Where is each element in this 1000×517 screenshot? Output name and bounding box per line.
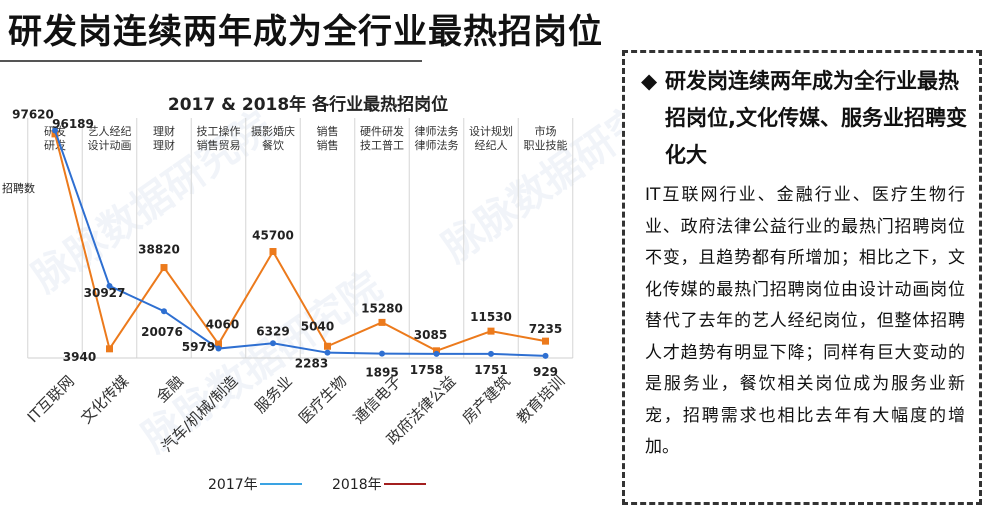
summary-body: IT互联网行业、金融行业、医疗生物行业、政府法律公益行业的最热门招聘岗位不变，且… — [645, 185, 965, 457]
data-label-2017: 929 — [533, 365, 558, 379]
data-label-2017: 97620 — [12, 108, 54, 122]
job-label-2017: 艺人经纪 — [88, 125, 132, 138]
data-label-2018: 38820 — [138, 243, 180, 257]
x-tick-label: IT互联网 — [24, 372, 78, 426]
job-label-2018: 理财 — [153, 138, 175, 152]
data-label-2017: 6329 — [256, 324, 289, 338]
data-label-2018: 7235 — [529, 322, 562, 336]
data-point-2018 — [215, 340, 222, 348]
data-point-2018 — [378, 318, 386, 326]
line-chart: 2017 & 2018年 各行业最热招岗位招聘数研发研发艺人经纪设计动画理财理财… — [2, 94, 574, 493]
job-label-2018: 餐饮 — [262, 138, 284, 152]
data-label-2017: 1751 — [474, 363, 507, 377]
job-label-2017: 理财 — [153, 124, 175, 138]
data-label-2017: 20076 — [141, 325, 183, 339]
data-point-2018 — [433, 347, 440, 355]
data-point-2018 — [542, 337, 549, 345]
job-label-2017: 设计规划 — [469, 124, 513, 138]
summary-panel: ◆ 研发岗连续两年成为全行业最热招岗位,文化传媒、服务业招聘变化大 IT互联网行业… — [622, 50, 982, 505]
data-point-2017 — [433, 350, 440, 357]
job-label-2018: 技工普工 — [360, 138, 404, 152]
data-point-2017 — [161, 308, 167, 315]
data-point-2017 — [488, 350, 494, 357]
job-label-2017: 律师法务 — [415, 124, 459, 138]
summary-heading-text: 研发岗连续两年成为全行业最热招岗位,文化传媒、服务业招聘变化大 — [665, 69, 967, 167]
data-point-2017 — [542, 352, 549, 359]
data-point-2017 — [379, 350, 385, 357]
data-point-2018 — [324, 342, 331, 350]
job-label-2017: 销售 — [317, 124, 339, 138]
data-point-2018 — [106, 345, 113, 353]
summary-heading: ◆ 研发岗连续两年成为全行业最热招岗位,文化传媒、服务业招聘变化大 — [641, 63, 971, 174]
job-label-2018: 职业技能 — [524, 138, 568, 152]
data-label-2017: 1895 — [365, 366, 398, 380]
job-label-2018: 销售贸易 — [197, 138, 241, 152]
diamond-bullet-icon: ◆ — [641, 69, 658, 93]
x-tick-label: 文化传媒 — [77, 372, 132, 427]
data-point-2017 — [215, 345, 222, 352]
data-point-2017 — [324, 349, 331, 356]
legend-label-2017: 2017年 — [208, 477, 258, 493]
data-label-2018: 5979 — [182, 340, 215, 354]
x-tick-label: 通信电子 — [350, 372, 405, 427]
data-point-2017 — [270, 340, 276, 347]
title-divider — [0, 60, 422, 62]
data-point-2018 — [160, 264, 168, 272]
data-point-2018 — [487, 327, 495, 335]
data-label-2017: 4060 — [206, 318, 239, 332]
x-tick-label: 金融 — [153, 372, 187, 406]
data-label-2018: 45700 — [252, 229, 294, 243]
data-label-2018: 5040 — [301, 319, 334, 333]
x-tick-label: 教育培训 — [513, 372, 568, 427]
data-label-2018: 96189 — [52, 117, 94, 131]
job-label-2017: 市场 — [535, 124, 557, 138]
job-label-2017: 技工操作 — [197, 124, 241, 138]
data-label-2018: 11530 — [470, 310, 512, 324]
x-tick-label: 医疗生物 — [295, 372, 350, 427]
series-line-2017 — [54, 130, 546, 357]
data-label-2017: 2283 — [295, 357, 328, 371]
job-label-2018: 设计动画 — [88, 139, 132, 152]
job-label-2017: 硬件研发 — [360, 124, 404, 138]
data-label-2017: 1758 — [410, 363, 443, 377]
data-label-2018: 3940 — [63, 350, 96, 364]
data-label-2018: 15280 — [361, 301, 403, 315]
job-label-2018: 律师法务 — [415, 138, 459, 152]
chart-title: 2017 & 2018年 各行业最热招岗位 — [168, 94, 448, 115]
data-label-2017: 30927 — [84, 286, 126, 300]
data-point-2018 — [269, 248, 277, 256]
x-tick-label: 房产建筑 — [459, 372, 514, 427]
data-point-2018 — [51, 130, 59, 138]
data-point-2017 — [52, 127, 58, 134]
page-title: 研发岗连续两年成为全行业最热招岗位 — [8, 12, 603, 52]
job-label-2017: 摄影婚庆 — [251, 124, 295, 138]
legend-label-2018: 2018年 — [332, 477, 382, 493]
y-axis-label: 招聘数 — [2, 181, 35, 195]
data-label-2018: 3085 — [414, 328, 447, 342]
data-point-2017 — [106, 282, 113, 289]
series-line-2018 — [54, 133, 546, 352]
x-tick-label: 服务业 — [251, 372, 296, 417]
job-label-2018: 经纪人 — [475, 139, 508, 152]
job-label-2018: 销售 — [317, 138, 339, 152]
